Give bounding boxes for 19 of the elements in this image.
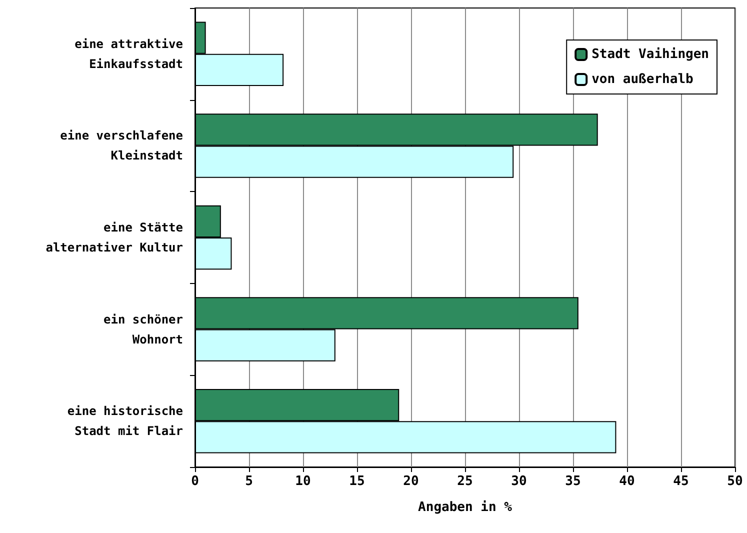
x-tick-label: 45: [673, 474, 689, 489]
x-tick-label: 10: [295, 474, 311, 489]
x-tick-label: 30: [511, 474, 527, 489]
x-tick-label: 15: [349, 474, 365, 489]
x-tick-label: 5: [245, 474, 253, 489]
x-tick-label: 0: [191, 474, 200, 489]
x-tick-label: 25: [457, 474, 473, 489]
y-tick-label: eine verschlafene Kleinstadt: [60, 128, 183, 163]
y-tick-label: ein schöner Wohnort: [104, 312, 183, 346]
y-tick-label: eine attraktive Einkaufsstadt: [74, 36, 183, 71]
legend-label: Stadt Vaihingen: [592, 47, 710, 62]
legend-label: von außerhalb: [592, 72, 694, 87]
x-tick-label: 50: [727, 474, 743, 489]
y-tick-label: eine historische Stadt mit Flair: [67, 404, 183, 438]
x-tick-label: 35: [565, 474, 581, 489]
y-tick-label: eine Stätte alternativer Kultur: [46, 220, 183, 254]
x-tick-label: 40: [619, 474, 635, 489]
x-axis-title: Angaben in %: [418, 500, 512, 515]
x-tick-label: 20: [403, 474, 419, 489]
